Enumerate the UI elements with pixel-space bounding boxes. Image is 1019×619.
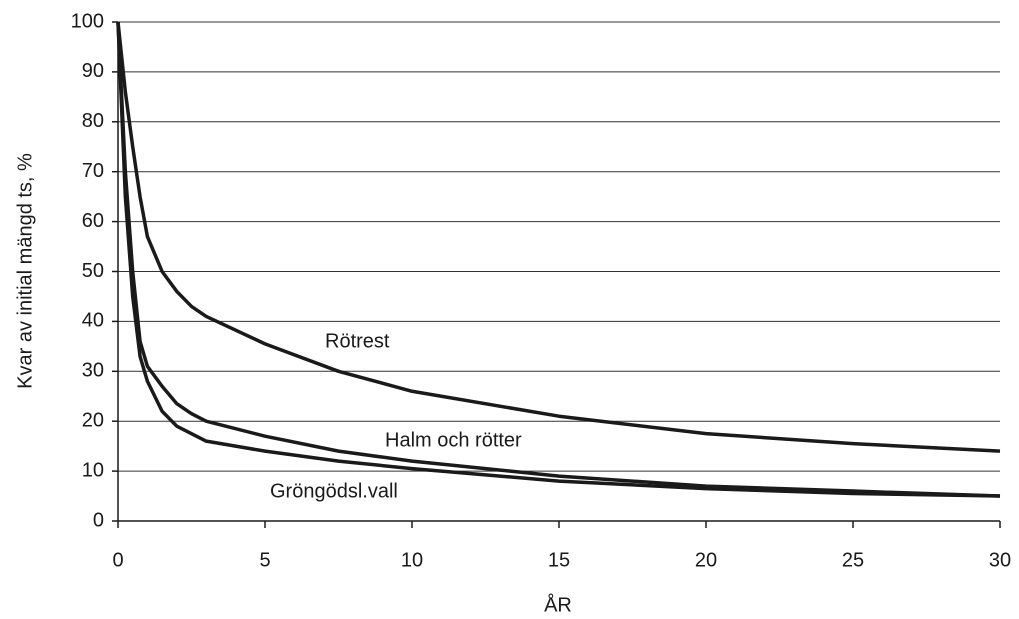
series-label: Halm och rötter <box>385 429 522 451</box>
y-tick-label: 10 <box>82 459 104 481</box>
y-tick-label: 70 <box>82 160 104 182</box>
y-tick-label: 30 <box>82 360 104 382</box>
x-tick-label: 30 <box>989 549 1011 571</box>
x-tick-label: 25 <box>842 549 864 571</box>
line-series <box>116 21 1001 498</box>
line-series <box>116 21 1001 498</box>
x-axis-label: ÅR <box>544 593 572 616</box>
y-tick-label: 100 <box>71 10 104 32</box>
y-tick-label: 20 <box>82 409 104 431</box>
x-tick-label: 0 <box>112 549 123 571</box>
x-tick-label: 15 <box>548 549 570 571</box>
series-label: Gröngödsl.vall <box>270 480 398 502</box>
y-tick-label: 0 <box>93 509 104 531</box>
y-tick-label: 60 <box>82 210 104 232</box>
y-axis-label: Kvar av initial mängd ts, % <box>14 153 36 389</box>
y-tick-label: 80 <box>82 110 104 132</box>
series-label: Rötrest <box>325 330 390 352</box>
y-tick-label: 50 <box>82 260 104 282</box>
y-tick-label: 40 <box>82 310 104 332</box>
x-tick-label: 10 <box>401 549 423 571</box>
line-series <box>116 21 1001 453</box>
y-tick-label: 90 <box>82 60 104 82</box>
x-tick-label: 20 <box>695 549 717 571</box>
x-tick-label: 5 <box>259 549 270 571</box>
